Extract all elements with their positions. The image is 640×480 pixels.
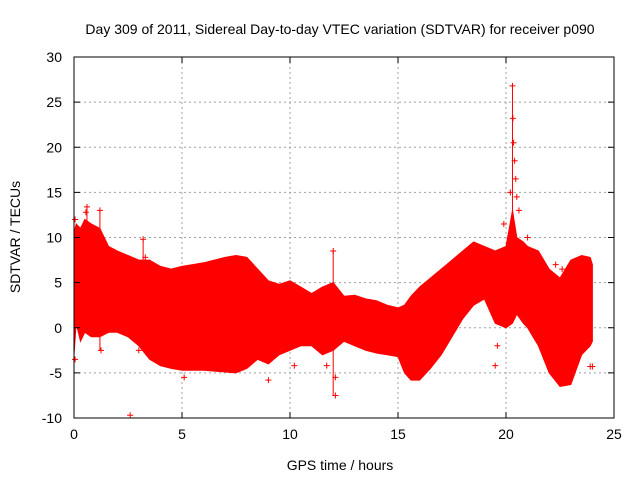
outlier-point bbox=[127, 412, 134, 419]
outlier-point bbox=[142, 254, 149, 261]
outlier-point bbox=[135, 347, 142, 354]
outlier-point bbox=[291, 362, 298, 369]
y-tick-label: 0 bbox=[54, 320, 62, 336]
x-tick-label: 20 bbox=[498, 426, 514, 442]
outlier-point bbox=[492, 362, 499, 369]
outlier-point bbox=[265, 377, 272, 384]
x-axis-label: GPS time / hours bbox=[287, 457, 394, 473]
outlier-point bbox=[330, 248, 337, 255]
x-tick-label: 10 bbox=[282, 426, 298, 442]
outlier-point bbox=[72, 216, 79, 223]
outlier-point bbox=[500, 220, 507, 227]
outlier-point bbox=[332, 392, 339, 399]
outlier-point bbox=[515, 207, 522, 214]
y-tick-label: -5 bbox=[50, 365, 63, 381]
x-tick-label: 5 bbox=[178, 426, 186, 442]
x-tick-label: 25 bbox=[606, 426, 622, 442]
outlier-point bbox=[267, 284, 274, 291]
outlier-point bbox=[140, 236, 147, 243]
y-tick-label: -10 bbox=[42, 410, 62, 426]
outlier-point bbox=[507, 189, 514, 196]
outlier-point bbox=[83, 203, 90, 210]
outlier-point bbox=[509, 115, 516, 122]
outlier-point bbox=[552, 261, 559, 268]
outlier-point bbox=[559, 266, 566, 273]
y-tick-label: 10 bbox=[46, 230, 62, 246]
axis-ticks: 0 5 10 15 20 25 -10 -5 0 5 10 15 20 25 30 bbox=[42, 49, 622, 442]
outlier-point bbox=[510, 139, 517, 146]
data-layer bbox=[72, 82, 596, 419]
y-tick-label: 5 bbox=[54, 275, 62, 291]
outlier-point bbox=[511, 157, 518, 164]
outlier-point bbox=[82, 209, 89, 216]
outlier-point bbox=[332, 374, 339, 381]
outlier-point bbox=[509, 82, 516, 89]
x-tick-label: 0 bbox=[70, 426, 78, 442]
outlier-point bbox=[323, 362, 330, 369]
outlier-point bbox=[512, 175, 519, 182]
y-tick-label: 20 bbox=[46, 139, 62, 155]
outlier-point bbox=[524, 234, 531, 241]
outlier-point bbox=[98, 347, 104, 354]
outlier-point bbox=[72, 356, 79, 363]
outlier-point bbox=[96, 207, 103, 214]
outlier-point bbox=[513, 193, 520, 200]
chart-title: Day 309 of 2011, Sidereal Day-to-day VTE… bbox=[85, 21, 594, 37]
outlier-point bbox=[589, 363, 596, 370]
y-tick-label: 30 bbox=[46, 49, 62, 65]
x-tick-label: 15 bbox=[390, 426, 406, 442]
y-tick-label: 15 bbox=[46, 184, 62, 200]
grid bbox=[74, 57, 614, 418]
outlier-point bbox=[494, 342, 501, 349]
y-axis-label: SDTVAR / TECUs bbox=[7, 181, 23, 293]
y-tick-label: 25 bbox=[46, 94, 62, 110]
outlier-point bbox=[181, 374, 188, 381]
